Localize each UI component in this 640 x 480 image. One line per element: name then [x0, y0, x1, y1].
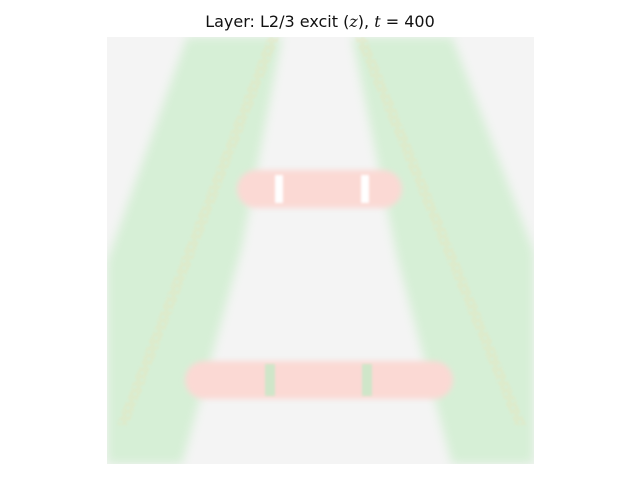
dotted-diagonals: [117, 37, 526, 425]
title-middle: ),: [357, 12, 375, 31]
left-dot-line: [117, 37, 279, 425]
title-prefix: Layer: L2/3 excit (: [205, 12, 350, 31]
title-variable: z: [349, 12, 358, 31]
right-dot-line: [355, 37, 526, 425]
activity-map: [107, 37, 534, 464]
marker-bottom-left: [265, 364, 275, 396]
marker-top-right: [361, 175, 369, 203]
bar-edge-markers: [265, 175, 372, 396]
marker-bottom-right: [362, 364, 372, 396]
heatmap-image: [107, 37, 534, 464]
bottom-crossbar: [185, 361, 453, 399]
marker-top-left: [275, 175, 283, 203]
title-time-value: = 400: [380, 12, 435, 31]
top-crossbar: [237, 170, 402, 208]
figure-title: Layer: L2/3 excit (z), t = 400: [0, 12, 640, 31]
title-time-symbol: t: [374, 12, 381, 31]
